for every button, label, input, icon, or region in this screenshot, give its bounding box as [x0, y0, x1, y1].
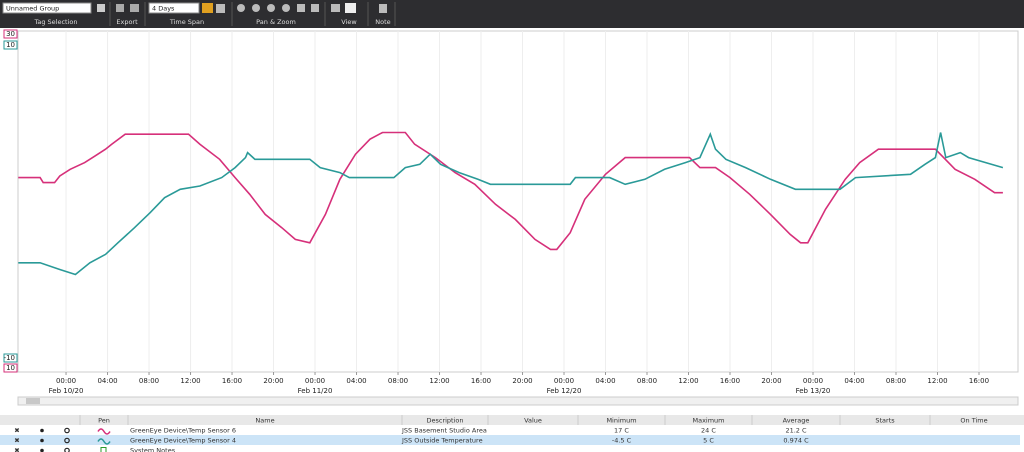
column-header: Name	[255, 417, 274, 425]
toolbar-label: Export	[116, 18, 138, 26]
x-tick-label: 20:00	[761, 377, 781, 385]
column-header: Maximum	[692, 417, 724, 425]
pen-swatch	[97, 438, 111, 445]
group-value: Unnamed Group	[6, 5, 59, 13]
axis-label-box	[3, 363, 18, 373]
scale-button[interactable]	[297, 4, 305, 12]
y-tick-label: 10	[6, 41, 15, 49]
settings-icon[interactable]	[64, 447, 70, 452]
x-tick-label: 16:00	[471, 377, 491, 385]
pen-swatch	[100, 447, 107, 452]
print-button[interactable]	[130, 4, 139, 12]
axis-label-box	[3, 40, 18, 50]
cell-maximum: 24 C	[701, 427, 716, 435]
x-tick-label: 00:00	[803, 377, 823, 385]
column-header: Pen	[98, 417, 110, 425]
group-select[interactable]	[2, 2, 92, 14]
x-tick-label: 16:00	[720, 377, 740, 385]
y-tick-label: 10	[6, 364, 15, 372]
cell-average: 0.974 C	[783, 437, 809, 445]
remove-icon[interactable]: ✖	[14, 447, 19, 452]
toolbar-label: View	[341, 18, 357, 26]
cell-description: JSS Outside Temperature	[401, 437, 483, 445]
cell-minimum: -4.5 C	[612, 437, 632, 445]
settings-icon[interactable]	[64, 437, 70, 444]
visible-icon[interactable]	[40, 428, 44, 433]
selected-row[interactable]	[0, 435, 1020, 445]
pan-button[interactable]	[311, 4, 319, 12]
cell-description: JSS Basement Studio Area	[401, 427, 487, 435]
x-tick-label: 08:00	[886, 377, 906, 385]
x-tick-label: 12:00	[180, 377, 200, 385]
chart-panel	[17, 30, 1019, 373]
pen-name: GreenEye Device\Temp Sensor 6	[130, 427, 236, 435]
x-tick-label: 12:00	[927, 377, 947, 385]
day-label: Feb 13/20	[796, 387, 831, 395]
toolbar-label: Tag Selection	[33, 18, 77, 26]
remove-icon[interactable]: ✖	[14, 437, 19, 445]
pen-swatch	[97, 428, 111, 435]
x-tick-label: 20:00	[512, 377, 532, 385]
scroll-thumb[interactable]	[26, 398, 40, 404]
note-button[interactable]	[379, 4, 387, 13]
time-span-value: 4 Days	[152, 5, 175, 13]
day-label: Feb 12/20	[547, 387, 582, 395]
column-header: Starts	[875, 417, 895, 425]
zoom-button[interactable]	[237, 4, 245, 12]
column-header: Minimum	[606, 417, 636, 425]
x-tick-label: 16:00	[969, 377, 989, 385]
x-tick-label: 04:00	[346, 377, 366, 385]
cell-minimum: 17 C	[614, 427, 629, 435]
column-header: Average	[783, 417, 810, 425]
y-tick-label: -10	[4, 354, 15, 362]
save-button[interactable]	[116, 4, 124, 12]
zoom-x-button[interactable]	[282, 4, 290, 12]
x-tick-label: 16:00	[222, 377, 242, 385]
time-span-select[interactable]	[148, 2, 200, 14]
pen-name: GreenEye Device\Temp Sensor 4	[130, 437, 236, 445]
tag-button[interactable]	[97, 4, 105, 12]
x-tick-label: 08:00	[637, 377, 657, 385]
x-tick-label: 04:00	[595, 377, 615, 385]
x-tick-label: 04:00	[844, 377, 864, 385]
zoom-in-button[interactable]	[252, 4, 260, 12]
x-tick-label: 12:00	[429, 377, 449, 385]
day-label: Feb 10/20	[49, 387, 84, 395]
remove-icon[interactable]: ✖	[14, 427, 19, 435]
calendar-button[interactable]	[216, 4, 225, 13]
scrollbar[interactable]	[17, 396, 1019, 406]
table-header	[0, 415, 1024, 425]
toolbar-label: Pan & Zoom	[256, 18, 296, 26]
zoom-out-button[interactable]	[267, 4, 275, 12]
live-button[interactable]	[202, 3, 213, 13]
toolbar-label: Time Span	[169, 18, 204, 26]
visible-icon[interactable]	[40, 448, 44, 452]
x-tick-label: 12:00	[678, 377, 698, 385]
settings-icon[interactable]	[64, 427, 70, 434]
axis-label-box	[3, 29, 18, 39]
column-header: Value	[524, 417, 542, 425]
y-tick-label: 30	[6, 30, 15, 38]
view-list-button[interactable]	[331, 4, 340, 12]
pen-name: System Notes	[130, 447, 176, 452]
visible-icon[interactable]	[40, 438, 44, 443]
x-tick-label: 00:00	[554, 377, 574, 385]
x-tick-label: 08:00	[388, 377, 408, 385]
x-tick-label: 04:00	[97, 377, 117, 385]
axis-label-box	[3, 353, 18, 363]
x-tick-label: 20:00	[263, 377, 283, 385]
cell-maximum: 5 C	[703, 437, 714, 445]
cursor-button[interactable]	[345, 3, 356, 13]
cell-average: 21.2 C	[785, 427, 807, 435]
series-line	[18, 131, 1003, 251]
column-header: Description	[426, 417, 463, 425]
x-tick-label: 00:00	[305, 377, 325, 385]
x-tick-label: 08:00	[139, 377, 159, 385]
day-label: Feb 11/20	[298, 387, 333, 395]
series-line	[18, 132, 1004, 276]
x-tick-label: 00:00	[56, 377, 76, 385]
toolbar-label: Note	[375, 18, 390, 26]
column-header: On Time	[960, 417, 987, 425]
